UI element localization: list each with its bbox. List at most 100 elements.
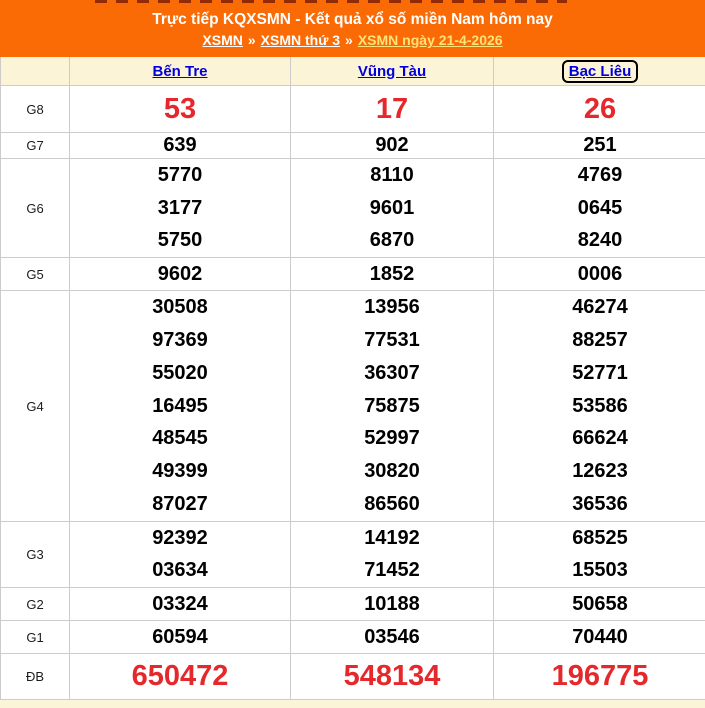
prize-number: 50658 — [572, 592, 628, 615]
prize-number: 66624 — [572, 427, 628, 450]
row-label-g2: G2 — [1, 588, 70, 621]
prize-cell-g2: 03324 — [70, 588, 291, 621]
prize-cell-g8: 26 — [494, 86, 705, 133]
prize-cell-g6: 5770 3177 5750 — [70, 159, 291, 258]
prize-cell-g2: 10188 — [291, 588, 494, 621]
prize-cell-db: 650472 — [70, 654, 291, 700]
prize-number: 55020 — [152, 361, 208, 384]
prize-number: 650472 — [131, 660, 229, 692]
corner-cell — [1, 57, 70, 86]
province-link-bac-lieu[interactable]: Bạc Liêu — [561, 59, 639, 83]
breadcrumb-separator: » — [345, 32, 353, 48]
prize-number: 8240 — [577, 229, 623, 252]
prize-number: 88257 — [572, 328, 628, 351]
province-header-cell: Vũng Tàu — [291, 57, 494, 86]
page-header: Trực tiếp KQXSMN - Kết quả xổ số miền Na… — [0, 0, 705, 57]
prize-cell-g7: 902 — [291, 133, 494, 159]
prize-number: 86560 — [364, 493, 420, 516]
prize-number: 8110 — [370, 163, 414, 186]
prize-number: 71452 — [364, 559, 420, 582]
row-label-g7: G7 — [1, 133, 70, 159]
prize-number: 0006 — [577, 262, 623, 285]
prize-number: 53586 — [572, 394, 628, 417]
prize-number: 03634 — [152, 559, 208, 582]
row-label-g6: G6 — [1, 159, 70, 258]
row-label-g4: G4 — [1, 291, 70, 522]
prize-number: 639 — [163, 134, 197, 156]
prize-number: 5750 — [157, 229, 203, 252]
prize-cell-g2: 50658 — [494, 588, 705, 621]
prize-number: 77531 — [364, 328, 420, 351]
prize-number: 9601 — [369, 196, 415, 219]
prize-number: 26 — [583, 92, 617, 125]
prize-number: 36307 — [364, 361, 420, 384]
page-title: Trực tiếp KQXSMN - Kết quả xổ số miền Na… — [152, 11, 553, 28]
prize-number: 46274 — [572, 295, 628, 318]
province-header-cell: Bạc Liêu — [494, 57, 705, 86]
prize-number: 30508 — [152, 295, 208, 318]
prize-number: 92392 — [152, 526, 208, 549]
prize-number: 14192 — [364, 526, 420, 549]
prize-number: 49399 — [152, 460, 208, 483]
row-label-g3: G3 — [1, 522, 70, 588]
breadcrumb-link-1[interactable]: XSMN — [202, 32, 243, 48]
breadcrumb: XSMN» XSMN thứ 3» XSMN ngày 21-4-2026 — [0, 30, 705, 51]
breadcrumb-link-2[interactable]: XSMN thứ 3 — [260, 32, 341, 48]
prize-number: 30820 — [364, 460, 420, 483]
row-label-g1: G1 — [1, 621, 70, 654]
prize-number: 52997 — [364, 427, 420, 450]
prize-cell-g5: 9602 — [70, 258, 291, 291]
prize-number: 52771 — [572, 361, 628, 384]
prize-number: 87027 — [152, 493, 208, 516]
prize-number: 16495 — [152, 394, 208, 417]
row-label-db: ĐB — [1, 654, 70, 700]
prize-cell-g4: 30508 97369 55020 16495 48545 49399 87027 — [70, 291, 291, 522]
prize-cell-g7: 251 — [494, 133, 705, 159]
prize-number: 902 — [375, 134, 409, 156]
prize-number: 48545 — [152, 427, 208, 450]
row-label-g5: G5 — [1, 258, 70, 291]
prize-cell-g6: 4769 0645 8240 — [494, 159, 705, 258]
prize-number: 60594 — [152, 625, 208, 648]
prize-cell-db: 196775 — [494, 654, 705, 700]
province-link-vung-tau[interactable]: Vũng Tàu — [357, 62, 427, 80]
prize-number: 17 — [375, 92, 409, 125]
prize-cell-db: 548134 — [291, 654, 494, 700]
province-header-cell: Bến Tre — [70, 57, 291, 86]
prize-number: 03324 — [152, 592, 208, 615]
prize-number: 6870 — [369, 229, 415, 252]
prize-cell-g4: 13956 77531 36307 75875 52997 30820 86560 — [291, 291, 494, 522]
prize-number: 68525 — [572, 526, 628, 549]
prize-cell-g4: 46274 88257 52771 53586 66624 12623 36536 — [494, 291, 705, 522]
prize-number: 548134 — [343, 660, 441, 692]
prize-number: 12623 — [572, 460, 628, 483]
prize-number: 5770 — [157, 163, 203, 186]
prize-cell-g3: 68525 15503 — [494, 522, 705, 588]
prize-cell-g3: 14192 71452 — [291, 522, 494, 588]
prize-cell-g3: 92392 03634 — [70, 522, 291, 588]
prize-number: 36536 — [572, 493, 628, 516]
breadcrumb-link-3[interactable]: XSMN ngày 21-4-2026 — [357, 32, 503, 48]
prize-cell-g5: 1852 — [291, 258, 494, 291]
prize-cell-g1: 03546 — [291, 621, 494, 654]
results-table: Bến Tre Vũng Tàu Bạc Liêu G8 53 17 26 G7 639 902 2… — [0, 57, 705, 700]
prize-number: 53 — [163, 92, 197, 125]
prize-cell-g8: 53 — [70, 86, 291, 133]
prize-number: 10188 — [364, 592, 420, 615]
prize-number: 0645 — [577, 196, 623, 219]
prize-cell-g5: 0006 — [494, 258, 705, 291]
next-section-strip — [0, 700, 705, 708]
province-link-ben-tre[interactable]: Bến Tre — [152, 62, 208, 80]
prize-number: 70440 — [572, 625, 628, 648]
cropped-row-artifact — [95, 0, 567, 3]
prize-cell-g7: 639 — [70, 133, 291, 159]
row-label-g8: G8 — [1, 86, 70, 133]
prize-number: 1852 — [369, 262, 415, 285]
prize-cell-g8: 17 — [291, 86, 494, 133]
prize-number: 9602 — [157, 262, 203, 285]
prize-number: 3177 — [157, 196, 203, 219]
prize-number: 03546 — [364, 625, 420, 648]
prize-number: 13956 — [364, 295, 420, 318]
prize-number: 15503 — [572, 559, 628, 582]
